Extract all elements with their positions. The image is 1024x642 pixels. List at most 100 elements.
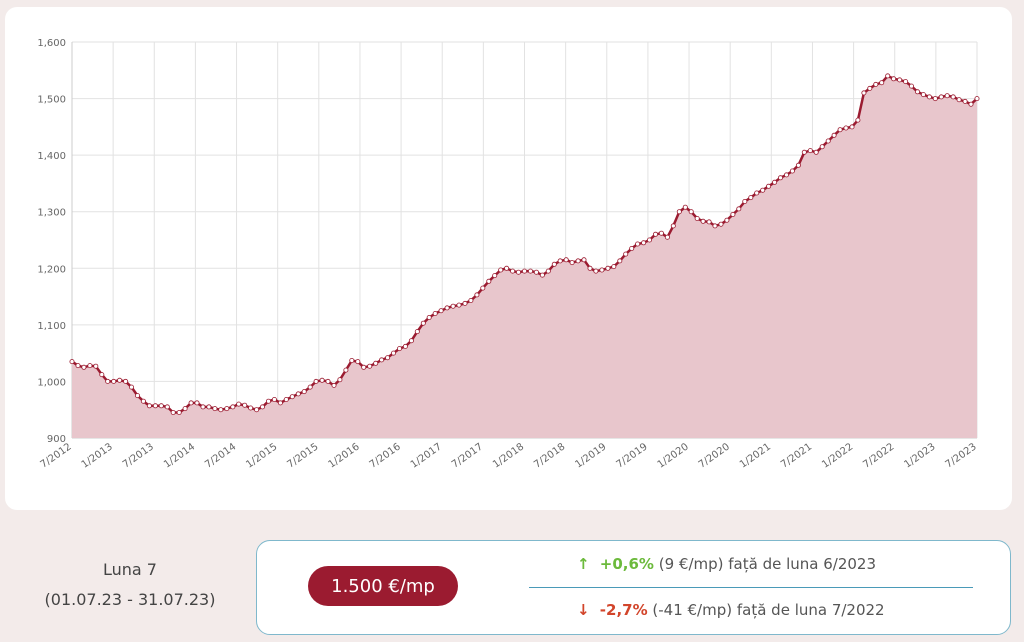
x-tick-label: 7/2017 — [450, 441, 485, 470]
x-tick-label: 1/2023 — [902, 441, 937, 470]
price-badge: 1.500 €/mp — [308, 566, 458, 606]
data-point — [885, 73, 891, 79]
data-point — [224, 406, 230, 412]
data-point — [93, 363, 99, 369]
data-point — [956, 97, 962, 103]
data-point — [373, 360, 379, 366]
x-tick-label: 7/2013 — [121, 441, 156, 470]
x-tick-label: 7/2014 — [203, 441, 238, 470]
data-point — [420, 320, 426, 326]
data-point — [212, 406, 218, 412]
x-tick-label: 1/2022 — [820, 441, 855, 470]
data-point — [754, 190, 760, 196]
data-point — [396, 346, 402, 352]
data-point — [974, 96, 980, 102]
data-point — [784, 172, 790, 178]
data-point — [867, 85, 873, 91]
data-point — [200, 404, 206, 410]
data-point — [254, 407, 260, 413]
data-point — [117, 377, 123, 383]
data-point — [468, 297, 474, 303]
data-point — [152, 403, 158, 409]
x-tick-label: 7/2016 — [368, 441, 403, 470]
data-point — [533, 269, 539, 275]
data-points — [69, 73, 980, 415]
data-point — [664, 234, 670, 240]
data-point — [176, 409, 182, 415]
data-point — [337, 377, 343, 383]
data-point — [218, 407, 224, 413]
data-point — [140, 398, 146, 404]
data-point — [355, 359, 361, 365]
data-point — [486, 278, 492, 284]
data-point — [920, 92, 926, 98]
data-point — [111, 378, 117, 384]
data-point — [861, 90, 867, 96]
data-point — [105, 378, 111, 384]
yearly-change-percent: -2,7% — [599, 601, 648, 619]
data-point — [402, 343, 408, 349]
y-tick-label: 1,400 — [37, 151, 66, 162]
x-tick-label: 7/2021 — [779, 441, 814, 470]
data-point — [474, 292, 480, 298]
data-point — [522, 268, 528, 274]
data-point — [129, 384, 135, 390]
data-point — [289, 394, 295, 400]
data-point — [772, 179, 778, 185]
data-point — [379, 357, 385, 363]
x-tick-label: 7/2023 — [944, 441, 979, 470]
data-point — [932, 96, 938, 102]
data-point — [242, 402, 248, 408]
data-point — [265, 398, 271, 404]
data-point — [283, 396, 289, 402]
data-point — [653, 231, 659, 237]
data-point — [295, 391, 301, 397]
data-point — [563, 257, 569, 263]
data-point — [915, 89, 921, 95]
data-point — [99, 372, 105, 378]
data-point — [146, 403, 152, 409]
x-tick-label: 1/2013 — [80, 441, 115, 470]
yearly-change-text: (-41 €/mp) față de luna 7/2022 — [652, 601, 885, 619]
data-point — [855, 117, 861, 123]
data-point — [706, 219, 712, 225]
data-point — [87, 363, 93, 369]
data-point — [605, 265, 611, 271]
data-point — [307, 384, 313, 390]
data-point — [319, 377, 325, 383]
data-point — [361, 364, 367, 370]
data-point — [825, 138, 831, 144]
monthly-change-text: (9 €/mp) față de luna 6/2023 — [658, 555, 876, 573]
data-point — [938, 94, 944, 100]
data-point — [581, 257, 587, 263]
data-point — [492, 273, 498, 279]
data-point — [456, 302, 462, 308]
data-point — [819, 144, 825, 150]
data-point — [593, 268, 599, 274]
data-point — [807, 148, 813, 154]
data-point — [688, 209, 694, 215]
y-tick-label: 1,600 — [37, 38, 66, 49]
data-point — [515, 269, 521, 275]
data-point — [349, 357, 355, 363]
data-point — [248, 405, 254, 411]
y-tick-label: 1,300 — [37, 208, 66, 219]
data-point — [230, 404, 236, 410]
data-point — [795, 162, 801, 168]
data-point — [962, 98, 968, 104]
data-point — [367, 363, 373, 369]
period-label: Luna 7 — [103, 560, 157, 579]
x-tick-label: 7/2015 — [285, 441, 320, 470]
data-point — [724, 217, 730, 223]
divider — [529, 587, 973, 588]
data-point — [789, 168, 795, 174]
x-tick-label: 1/2018 — [491, 441, 526, 470]
data-point — [968, 101, 974, 107]
x-tick-label: 1/2017 — [409, 441, 444, 470]
data-point — [301, 389, 307, 395]
data-point — [873, 81, 879, 87]
data-point — [188, 400, 194, 406]
data-point — [635, 241, 641, 247]
arrow-down-icon: ↓ — [577, 601, 590, 619]
data-point — [837, 127, 843, 133]
